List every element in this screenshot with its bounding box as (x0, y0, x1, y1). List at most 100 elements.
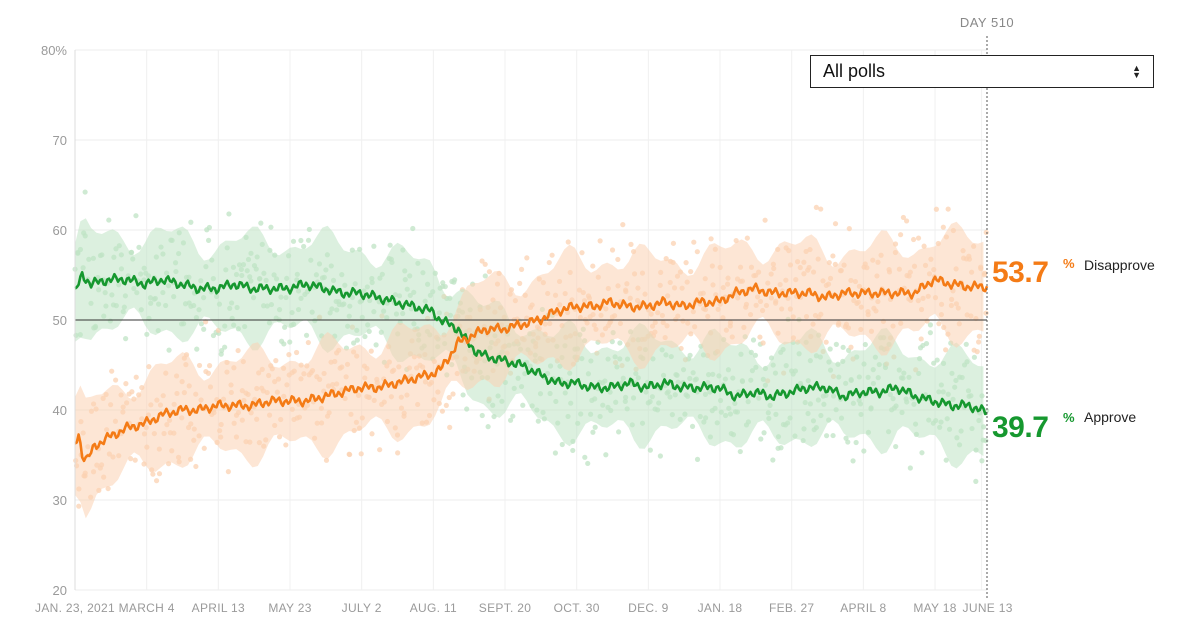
poll-dot (287, 339, 293, 345)
poll-dot (113, 377, 119, 383)
poll-dot (934, 357, 940, 363)
poll-dot (943, 457, 949, 463)
poll-filter-selected: All polls (823, 61, 886, 81)
poll-dot (368, 348, 374, 354)
poll-dot (976, 333, 982, 339)
poll-dot (201, 445, 207, 451)
poll-dot (832, 221, 839, 227)
poll-dot (590, 429, 596, 435)
poll-dot (235, 347, 241, 354)
poll-dot (439, 408, 446, 414)
poll-dot (123, 336, 129, 342)
poll-dot (861, 448, 867, 454)
trend-line-layer (74, 270, 989, 463)
poll-dot (647, 447, 653, 453)
poll-dot (482, 273, 488, 279)
poll-dot (273, 358, 279, 364)
poll-dot (479, 258, 485, 264)
poll-dot (585, 460, 591, 467)
poll-dot (225, 469, 231, 475)
poll-dot (617, 340, 623, 346)
poll-dot (347, 451, 353, 458)
poll-dot (936, 321, 942, 327)
poll-dot (983, 229, 989, 236)
poll-dot (943, 347, 949, 353)
poll-dot (923, 340, 930, 347)
poll-dot (485, 424, 491, 430)
poll-dot (276, 434, 283, 440)
poll-dot (670, 240, 677, 246)
x-tick-label: SEPT. 20 (479, 601, 531, 615)
poll-dot (464, 406, 470, 412)
poll-dot (446, 394, 452, 401)
poll-dot (559, 441, 565, 448)
poll-dot (452, 277, 458, 283)
poll-dot (206, 224, 212, 231)
poll-dot (919, 450, 925, 456)
poll-dot (109, 368, 115, 374)
select-arrows-icon: ▲ ▼ (1132, 62, 1141, 80)
x-tick-label: DEC. 9 (628, 601, 669, 615)
poll-dot (268, 224, 274, 230)
poll-dot (620, 222, 626, 228)
poll-dot (850, 458, 856, 464)
axis-layer: 80% 70 60 50 40 30 20 JAN. 23, 2021 MARCH 4 APRIL… (35, 36, 1012, 615)
poll-dot (222, 344, 228, 350)
poll-dot (460, 392, 466, 398)
approve-value: 39.7 (992, 411, 1048, 444)
poll-dot (206, 363, 213, 369)
poll-dot (82, 189, 88, 195)
poll-dot (201, 326, 207, 332)
poll-dot (153, 478, 160, 484)
poll-dot (592, 424, 598, 430)
poll-dot (918, 336, 924, 342)
poll-dot (974, 349, 980, 355)
poll-dot (283, 442, 289, 448)
y-tick-label: 40 (53, 403, 67, 418)
poll-dot (708, 236, 714, 242)
poll-filter-dropdown[interactable]: All polls ▲ ▼ (810, 55, 1154, 88)
poll-dot (303, 332, 310, 338)
x-tick-label: JULY 2 (342, 601, 382, 615)
poll-dot (369, 431, 375, 437)
poll-dot (827, 346, 833, 352)
poll-dot (258, 220, 264, 226)
poll-dot (898, 232, 904, 238)
poll-dot (744, 235, 750, 241)
poll-dot (848, 344, 854, 350)
poll-dot (983, 310, 989, 316)
poll-dot (482, 261, 488, 267)
poll-dot (146, 364, 152, 370)
trend-line-disapprove (74, 275, 989, 463)
x-tick-label: APRIL 8 (840, 601, 886, 615)
poll-dot (510, 413, 516, 419)
poll-dot (447, 424, 453, 430)
poll-dot (862, 341, 868, 348)
poll-dot (609, 247, 616, 253)
disapprove-label: Disapprove (1084, 257, 1155, 273)
poll-dot (737, 448, 743, 455)
poll-dot (76, 503, 82, 509)
poll-dot (507, 417, 514, 423)
poll-dot (196, 362, 203, 369)
poll-dot (616, 429, 622, 435)
poll-dot (286, 352, 292, 358)
poll-dot (520, 402, 526, 408)
poll-dot (688, 268, 694, 275)
poll-dot (750, 337, 757, 343)
poll-dot (971, 354, 978, 360)
poll-dot (362, 333, 368, 340)
poll-dot (830, 253, 836, 259)
poll-dot (305, 237, 312, 243)
poll-dot (760, 340, 766, 346)
x-tick-label: MAY 18 (913, 601, 956, 615)
poll-dot (373, 342, 379, 348)
poll-dot (761, 430, 767, 436)
poll-dot (443, 402, 449, 409)
poll-dot (358, 451, 364, 457)
poll-dot (198, 321, 205, 327)
x-tick-label: JAN. 18 (698, 601, 743, 615)
poll-dot (298, 237, 304, 244)
disapprove-value: 53.7 (992, 256, 1048, 289)
poll-dot (517, 280, 523, 287)
